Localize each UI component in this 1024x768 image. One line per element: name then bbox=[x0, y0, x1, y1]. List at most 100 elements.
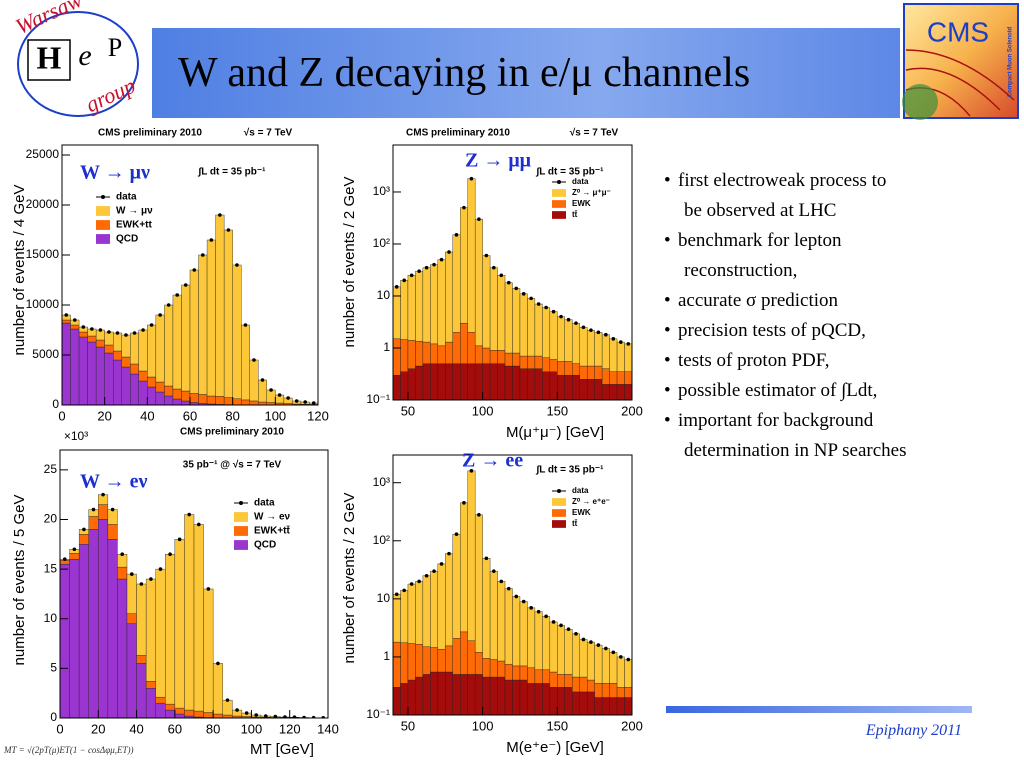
bar bbox=[69, 553, 80, 560]
bar bbox=[549, 687, 558, 715]
y-tick-label: 25 bbox=[44, 462, 58, 476]
bullet: possible estimator of ∫Ldt, bbox=[664, 376, 906, 406]
bar bbox=[145, 578, 156, 682]
bar bbox=[467, 332, 476, 364]
bar bbox=[504, 679, 513, 715]
bar bbox=[138, 370, 148, 382]
bar bbox=[482, 255, 491, 349]
bar bbox=[138, 329, 148, 372]
data-point bbox=[589, 328, 593, 332]
bar bbox=[393, 286, 401, 340]
bar bbox=[232, 398, 242, 405]
chart-energy: √s = 7 TeV bbox=[570, 128, 619, 139]
chart-header: CMS preliminary 2010 bbox=[180, 427, 284, 438]
chart-header: CMS preliminary 2010 bbox=[98, 128, 202, 139]
legend-swatch bbox=[552, 509, 566, 517]
bar bbox=[78, 331, 88, 338]
data-point bbox=[226, 228, 231, 232]
bar bbox=[117, 554, 128, 568]
x-tick-label: 40 bbox=[129, 721, 143, 736]
bar bbox=[572, 363, 580, 376]
bar bbox=[407, 643, 416, 681]
bar bbox=[452, 638, 461, 675]
data-point bbox=[432, 262, 436, 267]
histogram-panel: 10⁻¹ 1 10 10² 10³ 50 100 150 200 CMS preliminary … bbox=[341, 128, 643, 441]
bar bbox=[504, 352, 513, 367]
bar bbox=[542, 669, 551, 684]
data-point bbox=[529, 606, 533, 610]
title-bar: W and Z decaying in e/μ channels bbox=[152, 28, 900, 118]
bar bbox=[467, 363, 476, 400]
data-point bbox=[611, 337, 616, 341]
x-tick-label: 200 bbox=[621, 718, 643, 733]
legend-swatch bbox=[234, 526, 248, 536]
legend-swatch bbox=[234, 512, 248, 522]
x-tick-label: 80 bbox=[206, 721, 220, 736]
data-point bbox=[506, 586, 511, 591]
bar bbox=[579, 365, 588, 380]
logo-h: H bbox=[37, 39, 62, 75]
data-point bbox=[469, 176, 474, 181]
x-tick-label: 100 bbox=[472, 403, 494, 418]
y-tick-label: 1 bbox=[383, 340, 390, 354]
bar bbox=[609, 371, 618, 385]
bar bbox=[534, 303, 543, 357]
bar bbox=[400, 280, 409, 340]
bar bbox=[407, 340, 416, 369]
bar bbox=[579, 639, 588, 678]
data-point bbox=[477, 513, 481, 517]
y-tick-label: 20 bbox=[44, 512, 58, 526]
bar bbox=[430, 264, 439, 345]
bar bbox=[155, 696, 166, 704]
bar bbox=[172, 388, 182, 400]
bar bbox=[212, 663, 223, 715]
x-tick-label: 200 bbox=[621, 403, 643, 418]
legend-label: W → eν bbox=[254, 512, 291, 523]
data-point bbox=[244, 711, 249, 715]
bar bbox=[189, 393, 199, 403]
bar bbox=[88, 516, 99, 530]
bar bbox=[564, 629, 573, 675]
bar bbox=[512, 365, 521, 400]
data-point bbox=[544, 305, 548, 310]
data-point bbox=[225, 698, 230, 702]
bar bbox=[601, 683, 610, 698]
bar bbox=[155, 391, 165, 405]
bar bbox=[266, 389, 276, 403]
bar bbox=[223, 229, 233, 398]
data-point bbox=[484, 556, 489, 561]
x-tick-label: 100 bbox=[241, 721, 263, 736]
data-point bbox=[132, 331, 137, 335]
bar bbox=[407, 368, 416, 400]
chart-luminosity: ∫L dt = 35 pb⁻¹ bbox=[535, 167, 604, 178]
bar bbox=[519, 665, 528, 681]
bar bbox=[430, 363, 439, 400]
cms-subtitle: Compact Muon Solenoid bbox=[1008, 27, 1014, 98]
bar bbox=[147, 386, 157, 405]
data-point bbox=[484, 253, 489, 258]
data-point bbox=[604, 646, 608, 651]
title: W and Z decaying in e/μ channels bbox=[178, 50, 751, 96]
data-point bbox=[521, 292, 526, 296]
bar bbox=[542, 307, 551, 358]
legend-data-dot bbox=[557, 489, 561, 493]
data-point bbox=[269, 388, 273, 392]
bar bbox=[586, 679, 595, 693]
bar bbox=[504, 282, 513, 354]
bar bbox=[527, 683, 536, 715]
bullet-continuation: determination in NP searches bbox=[684, 440, 907, 461]
data-point bbox=[283, 715, 287, 718]
bar bbox=[181, 284, 191, 392]
data-point bbox=[129, 572, 134, 576]
bar bbox=[467, 178, 476, 333]
bar bbox=[62, 322, 71, 405]
bar bbox=[400, 590, 409, 644]
plot-frame bbox=[59, 449, 329, 719]
data-point bbox=[177, 537, 182, 542]
bar bbox=[512, 288, 521, 354]
y-tick-label: 10 bbox=[44, 611, 58, 625]
bar bbox=[594, 683, 603, 698]
data-point bbox=[260, 378, 265, 382]
bar bbox=[206, 395, 216, 405]
bar bbox=[460, 363, 468, 400]
